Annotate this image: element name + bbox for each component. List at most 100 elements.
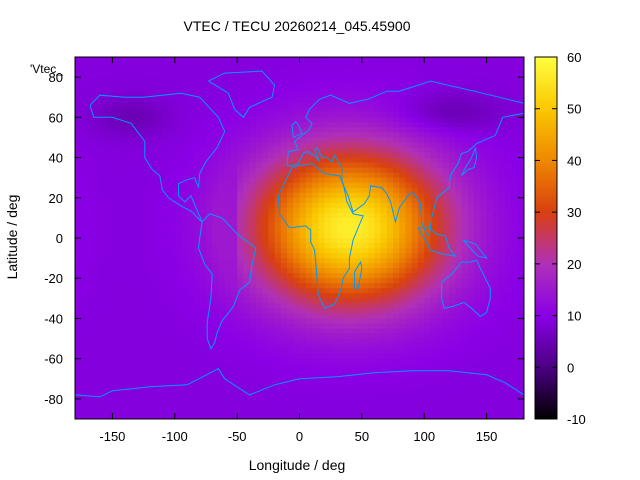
heatmap-cell xyxy=(424,258,432,264)
heatmap-cell xyxy=(318,253,326,259)
heatmap-cell xyxy=(287,87,294,93)
heatmap-cell xyxy=(262,323,269,330)
heatmap-cell xyxy=(355,147,363,154)
heatmap-cell xyxy=(299,157,307,164)
heatmap-cell xyxy=(75,127,82,134)
heatmap-cell xyxy=(499,172,506,179)
heatmap-cell xyxy=(343,253,350,259)
heatmap-cell xyxy=(243,253,251,259)
heatmap-cell xyxy=(168,243,176,249)
heatmap-cell xyxy=(461,388,469,395)
heatmap-cell xyxy=(93,293,101,299)
heatmap-cell xyxy=(486,383,494,390)
heatmap-cell xyxy=(399,308,407,315)
heatmap-cell xyxy=(405,117,413,123)
heatmap-cell xyxy=(386,137,394,144)
heatmap-cell xyxy=(318,107,326,113)
heatmap-cell xyxy=(268,162,276,169)
heatmap-cell xyxy=(299,348,307,355)
heatmap-cell xyxy=(287,207,294,214)
heatmap-cell xyxy=(368,57,375,63)
heatmap-cell xyxy=(318,162,326,169)
heatmap-cell xyxy=(255,72,263,78)
heatmap-cell xyxy=(343,217,350,224)
heatmap-cell xyxy=(467,238,475,244)
heatmap-cell xyxy=(274,127,282,134)
heatmap-cell xyxy=(311,142,319,149)
heatmap-cell xyxy=(149,388,157,395)
heatmap-cell xyxy=(455,122,463,128)
heatmap-cell xyxy=(430,157,438,164)
heatmap-cell xyxy=(311,293,319,299)
heatmap-cell xyxy=(118,82,126,88)
heatmap-cell xyxy=(467,107,475,113)
heatmap-cell xyxy=(149,343,157,350)
heatmap-cell xyxy=(237,82,244,88)
heatmap-cell xyxy=(380,137,388,144)
heatmap-cell xyxy=(517,298,524,304)
heatmap-cell xyxy=(268,152,276,159)
heatmap-cell xyxy=(336,318,344,325)
heatmap-cell xyxy=(461,227,469,234)
heatmap-cell xyxy=(349,102,357,108)
heatmap-cell xyxy=(411,253,419,259)
heatmap-cell xyxy=(237,192,244,199)
heatmap-cell xyxy=(287,253,294,259)
heatmap-cell xyxy=(230,142,238,149)
heatmap-cell xyxy=(205,378,213,385)
heatmap-cell xyxy=(330,268,338,274)
heatmap-cell xyxy=(280,97,288,103)
heatmap-cell xyxy=(474,152,481,159)
heatmap-cell xyxy=(380,353,388,360)
heatmap-cell xyxy=(424,152,432,159)
heatmap-cell xyxy=(349,298,357,304)
heatmap-cell xyxy=(280,142,288,149)
heatmap-cell xyxy=(349,243,357,249)
heatmap-cell xyxy=(212,217,220,224)
heatmap-cell xyxy=(430,363,438,370)
heatmap-cell xyxy=(318,358,326,365)
heatmap-cell xyxy=(118,393,126,400)
heatmap-cell xyxy=(330,278,338,284)
heatmap-cell xyxy=(499,328,506,335)
heatmap-cell xyxy=(349,137,357,144)
heatmap-cell xyxy=(280,107,288,113)
heatmap-cell xyxy=(287,383,294,390)
heatmap-cell xyxy=(168,393,176,400)
heatmap-cell xyxy=(492,253,500,259)
heatmap-cell xyxy=(193,222,201,229)
heatmap-cell xyxy=(324,303,332,309)
heatmap-cell xyxy=(355,353,363,360)
heatmap-cell xyxy=(212,283,220,289)
heatmap-cell xyxy=(168,288,176,294)
heatmap-cell xyxy=(280,147,288,154)
heatmap-cell xyxy=(343,288,350,294)
heatmap-cell xyxy=(81,263,89,269)
heatmap-cell xyxy=(386,147,394,154)
heatmap-cell xyxy=(162,298,170,304)
heatmap-cell xyxy=(162,102,170,108)
heatmap-cell xyxy=(274,288,282,294)
heatmap-cell xyxy=(174,403,182,410)
heatmap-cell xyxy=(386,97,394,103)
heatmap-cell xyxy=(237,263,244,269)
heatmap-cell xyxy=(168,343,176,350)
heatmap-cell xyxy=(81,308,89,315)
heatmap-cell xyxy=(224,227,232,234)
heatmap-cell xyxy=(405,97,413,103)
heatmap-cell xyxy=(218,192,226,199)
heatmap-cell xyxy=(430,333,438,340)
heatmap-cell xyxy=(461,288,469,294)
heatmap-cell xyxy=(368,238,375,244)
heatmap-cell xyxy=(405,77,413,83)
heatmap-cell xyxy=(505,258,513,264)
heatmap-cell xyxy=(274,258,282,264)
heatmap-cell xyxy=(237,57,244,63)
heatmap-cell xyxy=(486,62,494,68)
heatmap-cell xyxy=(399,147,407,154)
heatmap-cell xyxy=(442,197,450,204)
heatmap-cell xyxy=(106,217,114,224)
heatmap-cell xyxy=(224,263,232,269)
heatmap-cell xyxy=(492,278,500,284)
heatmap-cell xyxy=(124,67,132,73)
